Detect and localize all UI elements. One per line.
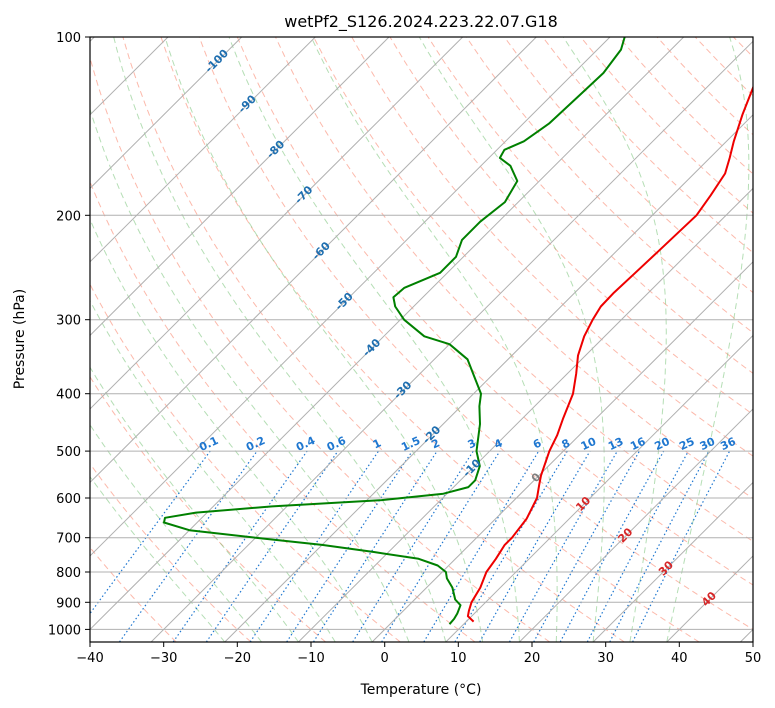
x-tick-label: 30 bbox=[597, 651, 614, 666]
isotherm-line bbox=[90, 37, 243, 190]
dry-adiabat-line bbox=[90, 55, 550, 642]
x-tick-label: 20 bbox=[524, 651, 541, 666]
x-axis-label: Temperature (°C) bbox=[360, 682, 482, 698]
mixing-ratio-label: 13 bbox=[606, 435, 625, 453]
moist-adiabat-line bbox=[562, 37, 667, 642]
y-tick-label: 600 bbox=[56, 492, 81, 507]
dry-adiabat-line bbox=[503, 37, 753, 294]
y-tick-label: 900 bbox=[56, 596, 81, 611]
plot-background bbox=[90, 37, 753, 642]
moist-adiabat-line bbox=[90, 475, 226, 642]
moist-adiabat-line bbox=[228, 37, 520, 642]
moist-adiabat-line bbox=[90, 299, 336, 642]
x-tick-label: −20 bbox=[224, 651, 251, 666]
sounding-series-line bbox=[163, 37, 626, 625]
x-tick-label: 0 bbox=[381, 651, 389, 666]
dry-adiabat-line bbox=[122, 37, 625, 642]
moist-adiabat-line bbox=[310, 37, 558, 642]
isotherm-line bbox=[445, 334, 753, 642]
dry-adiabat-line bbox=[198, 37, 753, 630]
dry-adiabat-line bbox=[275, 37, 753, 542]
isotherm-line bbox=[90, 37, 316, 263]
skewed-isotherms bbox=[90, 37, 753, 642]
moist-adiabat-line bbox=[418, 37, 605, 642]
moist-adiabat-line bbox=[666, 37, 750, 642]
dry-adiabat-line bbox=[90, 462, 252, 642]
y-tick-label: 100 bbox=[56, 31, 81, 46]
mixing-ratio-label: 16 bbox=[628, 435, 648, 453]
dry-adiabat-line bbox=[90, 375, 326, 642]
moist-adiabat-line bbox=[113, 37, 447, 642]
sounding-series-line bbox=[466, 84, 753, 623]
x-tick-label: 50 bbox=[745, 651, 762, 666]
x-tick-label: −10 bbox=[297, 651, 324, 666]
mixing-ratio-label: 10 bbox=[579, 435, 599, 453]
y-tick-label: 800 bbox=[56, 566, 81, 581]
moist-adiabat-line bbox=[90, 218, 373, 642]
mixing-ratio-label: 20 bbox=[653, 435, 673, 453]
y-axis-ticks: 100 200 300 400 500 600 700 800 900 1000 bbox=[48, 31, 90, 638]
isotherm-line bbox=[224, 114, 753, 642]
y-tick-label: 200 bbox=[56, 209, 81, 224]
dry-adiabats bbox=[90, 37, 775, 642]
moist-adiabat-line bbox=[90, 107, 410, 642]
dry-adiabat-line bbox=[313, 37, 753, 500]
dry-adiabat-line bbox=[772, 37, 775, 642]
y-tick-label: 300 bbox=[56, 314, 81, 329]
isotherm-line bbox=[298, 187, 753, 642]
moist-adiabat-line bbox=[164, 37, 484, 642]
plot-frame bbox=[89, 36, 754, 643]
isotherm-line bbox=[592, 481, 753, 642]
isotherm-line bbox=[150, 40, 753, 642]
x-tick-label: 40 bbox=[671, 651, 688, 666]
y-tick-label: 700 bbox=[56, 532, 81, 547]
y-tick-label: 1000 bbox=[48, 623, 81, 638]
mixing-ratio-label: 30 bbox=[698, 435, 718, 453]
isotherm-line bbox=[90, 37, 464, 410]
moist-adiabat-line bbox=[90, 423, 262, 642]
mixing-ratio-label: 36 bbox=[718, 435, 738, 453]
y-tick-label: 400 bbox=[56, 388, 81, 403]
chart-title: wetPf2_S126.2024.223.22.07.G18 bbox=[284, 12, 558, 32]
isotherm-line bbox=[519, 408, 753, 642]
sounding-profiles bbox=[163, 37, 753, 625]
y-axis-label: Pressure (hPa) bbox=[12, 289, 28, 389]
dry-adiabat-line bbox=[236, 37, 753, 586]
dry-adiabat-line bbox=[160, 37, 700, 642]
pressure-gridlines bbox=[90, 37, 753, 630]
isotherm-line bbox=[90, 37, 611, 557]
x-tick-label: −40 bbox=[76, 651, 103, 666]
x-axis-ticks: −40 −30 −20 −10 0 10 20 30 40 50 bbox=[76, 642, 761, 666]
y-tick-label: 500 bbox=[56, 445, 81, 460]
isotherm-line bbox=[90, 37, 537, 484]
isotherm-line bbox=[90, 37, 390, 337]
mixing-ratio-label: 25 bbox=[677, 435, 696, 453]
isotherm-line bbox=[90, 37, 685, 631]
x-tick-label: 10 bbox=[450, 651, 467, 666]
isotherm-line bbox=[371, 261, 753, 642]
x-tick-label: −30 bbox=[150, 651, 177, 666]
